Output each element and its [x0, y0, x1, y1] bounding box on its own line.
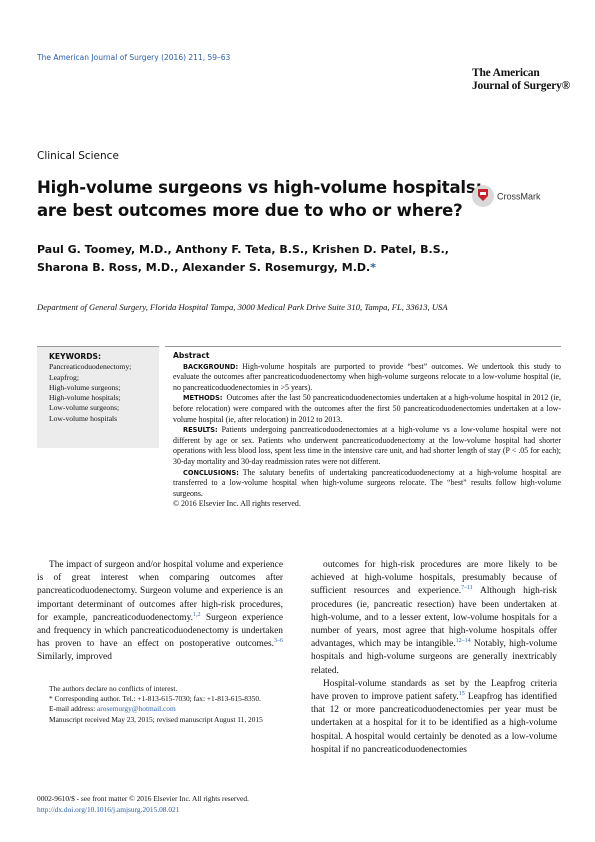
logo-line: The American [472, 67, 540, 79]
footnotes: The authors declare no conflicts of inte… [37, 684, 283, 725]
authors: Paul G. Toomey, M.D., Anthony F. Teta, B… [37, 241, 449, 277]
abstract-text: Outcomes after the last 50 pancreaticodu… [173, 393, 561, 424]
article-title: High-volume surgeons vs high-volume hosp… [37, 176, 482, 222]
keyword: Low-volume hospitals [49, 413, 118, 423]
doi-link[interactable]: http://dx.doi.org/10.1016/j.amjsurg.2015… [37, 805, 180, 814]
abstract-label: METHODS: [183, 394, 223, 403]
logo-line: Journal of Surgery® [472, 80, 571, 92]
affiliation: Department of General Surgery, Florida H… [37, 302, 448, 312]
keyword: High-volume hospitals; [49, 393, 121, 403]
body-paragraph: Hospital-volume standards as set by the … [311, 678, 557, 757]
body-paragraph: The impact of surgeon and/or hospital vo… [37, 559, 283, 665]
abstract-copyright: © 2016 Elsevier Inc. All rights reserved… [173, 499, 301, 509]
body-column-left: The impact of surgeon and/or hospital vo… [37, 559, 283, 665]
journal-logo: The American Journal of Surgery® [472, 67, 570, 93]
author-line: Paul G. Toomey, M.D., Anthony F. Teta, B… [37, 243, 449, 256]
abstract-heading: Abstract [173, 351, 210, 360]
citation[interactable]: 15 [458, 690, 465, 697]
citation[interactable]: 3–6 [274, 638, 283, 645]
email-link[interactable]: arosemurgy@hotmail.com [97, 704, 176, 714]
keywords-box: KEYWORDS: Pancreaticoduodenectomy; Leapfr… [37, 346, 159, 448]
keywords-heading: KEYWORDS: [49, 352, 102, 361]
section-label: Clinical Science [37, 150, 119, 162]
body-text: The impact of surgeon and/or hospital vo… [37, 560, 283, 623]
abstract-label: BACKGROUND: [183, 362, 239, 371]
title-line: High-volume surgeons vs high-volume hosp… [37, 178, 482, 197]
crossmark-bar [480, 192, 486, 195]
footnote: The authors declare no conflicts of inte… [49, 684, 178, 693]
issn-line: 0002-9610/$ - see front matter © 2016 El… [37, 794, 249, 803]
body-paragraph: outcomes for high-risk procedures are mo… [311, 559, 557, 678]
abstract-paragraph: METHODS: Outcomes after the last 50 panc… [173, 393, 561, 425]
abstract-text: Patients undergoing pancreaticoduodenect… [173, 425, 561, 466]
keyword: Leapfrog; [49, 372, 79, 382]
abstract-paragraph: RESULTS: Patients undergoing pancreatico… [173, 425, 561, 467]
keyword: High-volume surgeons; [49, 382, 121, 392]
body-text: Similarly, improved [37, 652, 112, 663]
author-line: Sharona B. Ross, M.D., Alexander S. Rose… [37, 259, 449, 277]
email-label: E-mail address: [49, 704, 98, 714]
citation[interactable]: 12–14 [455, 638, 471, 645]
abstract-text: High-volume hospitals are purported to p… [173, 361, 561, 392]
abstract-label: RESULTS: [183, 426, 218, 435]
footnote: Manuscript received May 23, 2015; revise… [49, 714, 263, 724]
crossmark-logo[interactable]: CrossMark [471, 183, 551, 209]
crossmark-text: CrossMark [497, 192, 541, 202]
abstract-label: CONCLUSIONS: [183, 468, 239, 477]
abstract-paragraph: CONCLUSIONS: The salutary benefits of un… [173, 468, 561, 500]
citation[interactable]: 7–11 [461, 585, 473, 592]
abstract-paragraph: BACKGROUND: High-volume hospitals are pu… [173, 362, 561, 394]
body-text: Hospital-volume standards as set by the … [311, 678, 557, 703]
keyword: Low-volume surgeons; [49, 403, 120, 413]
abstract-text: The salutary benefits of undertaking pan… [173, 467, 561, 498]
journal-line: The American Journal of Surgery (2016) 2… [37, 53, 231, 62]
body-text: Although high-risk procedures (ie, pancr… [311, 586, 557, 650]
footnote: * Corresponding author. Tel.: +1-813-615… [49, 694, 261, 704]
footer: 0002-9610/$ - see front matter © 2016 El… [37, 793, 249, 815]
body-text: outcomes for high-risk procedures are mo… [311, 560, 557, 597]
body-text: Surgeon experience and frequency in whic… [37, 612, 284, 650]
keyword: Pancreaticoduodenectomy; [49, 362, 132, 372]
body-text: Leapfrog has identified that 12 or more … [311, 692, 557, 755]
author-names: Sharona B. Ross, M.D., Alexander S. Rose… [37, 261, 371, 274]
footnote: E-mail address: arosemurgy@hotmail.com [37, 704, 283, 714]
corresponding-mark[interactable]: * [370, 261, 376, 274]
citation[interactable]: 1,2 [193, 611, 201, 618]
body-text: Notably, high-volume hospitals and high-… [311, 639, 557, 676]
abstract: Abstract BACKGROUND: High-volume hospita… [165, 346, 561, 510]
body-column-right: outcomes for high-risk procedures are mo… [311, 559, 557, 757]
title-line: are best outcomes more due to who or whe… [37, 201, 463, 220]
